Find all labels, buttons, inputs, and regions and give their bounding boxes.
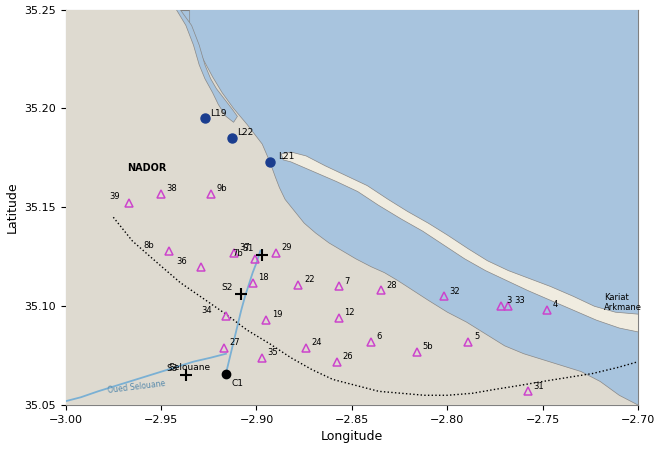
Text: 39: 39 xyxy=(109,192,120,201)
Text: 22: 22 xyxy=(304,275,315,284)
Text: Kariat
Arkmane: Kariat Arkmane xyxy=(604,293,642,312)
Text: Oued Selouane: Oued Selouane xyxy=(108,379,167,396)
Text: 28: 28 xyxy=(386,281,397,290)
Y-axis label: Latitude: Latitude xyxy=(5,181,19,233)
Polygon shape xyxy=(282,152,639,332)
Text: 33: 33 xyxy=(514,296,525,305)
Text: 6: 6 xyxy=(377,332,382,341)
Text: 12: 12 xyxy=(344,308,355,317)
Polygon shape xyxy=(65,9,639,405)
Text: 7: 7 xyxy=(344,277,350,286)
Text: 5b: 5b xyxy=(422,342,433,351)
Polygon shape xyxy=(161,9,237,122)
Text: 7b: 7b xyxy=(233,249,243,258)
Text: 32: 32 xyxy=(449,286,460,295)
Text: 4: 4 xyxy=(552,300,557,309)
Text: NADOR: NADOR xyxy=(127,163,166,173)
Text: 38: 38 xyxy=(167,184,177,193)
Text: Selouane: Selouane xyxy=(169,363,211,372)
Text: 35: 35 xyxy=(268,348,278,357)
Text: 31: 31 xyxy=(533,382,544,391)
Text: 8b: 8b xyxy=(143,241,155,250)
Text: 34: 34 xyxy=(201,306,212,315)
Polygon shape xyxy=(65,9,182,399)
Text: 5: 5 xyxy=(474,332,479,341)
Text: 29: 29 xyxy=(281,243,292,252)
Text: 18: 18 xyxy=(258,273,269,282)
Text: S1: S1 xyxy=(243,244,254,253)
Text: 3: 3 xyxy=(506,296,512,305)
X-axis label: Longitude: Longitude xyxy=(321,431,383,444)
Text: L19: L19 xyxy=(210,109,227,118)
Text: S3: S3 xyxy=(167,364,178,373)
Text: C1: C1 xyxy=(231,379,243,388)
Text: 24: 24 xyxy=(312,338,322,347)
Text: 37: 37 xyxy=(239,243,250,252)
Text: S2: S2 xyxy=(222,283,233,292)
Text: 36: 36 xyxy=(176,257,187,266)
Text: 19: 19 xyxy=(272,310,282,319)
Polygon shape xyxy=(190,9,639,405)
Text: L21: L21 xyxy=(278,152,295,161)
Text: 26: 26 xyxy=(342,352,353,361)
Text: 9b: 9b xyxy=(216,184,227,193)
Text: L22: L22 xyxy=(237,128,253,137)
Polygon shape xyxy=(65,9,146,395)
Text: 27: 27 xyxy=(229,338,240,347)
